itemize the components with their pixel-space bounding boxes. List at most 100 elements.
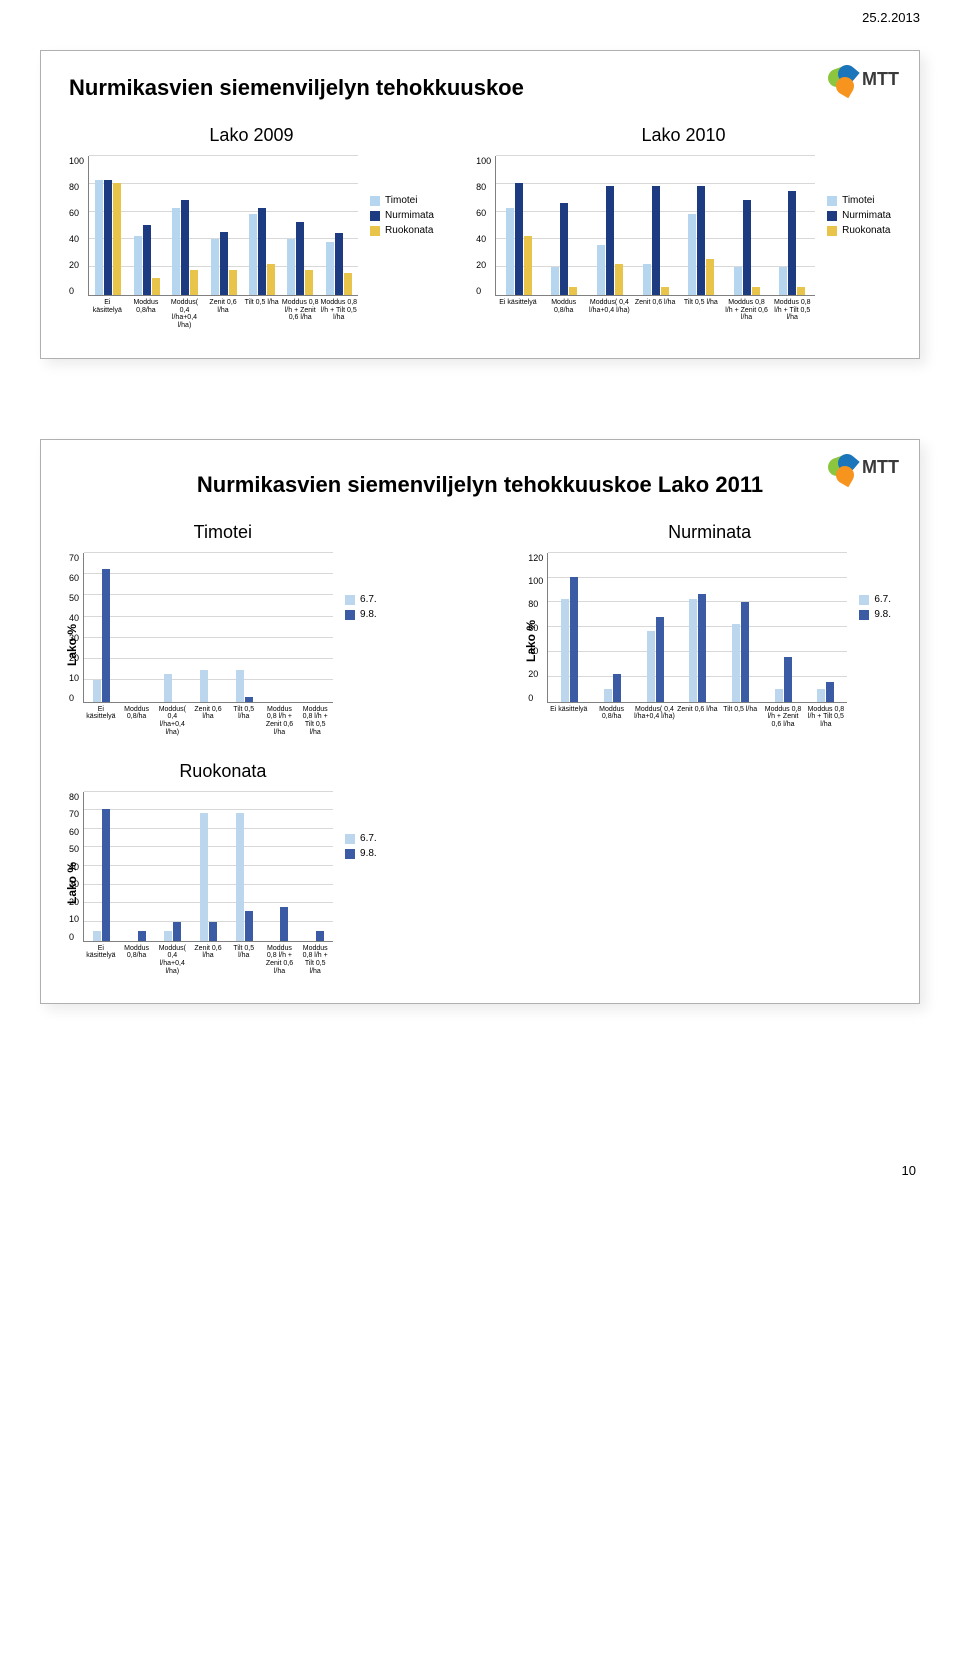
x-tick-label: Moddus 0,8 l/h + Zenit 0,6 l/ha: [262, 945, 298, 976]
legend: 6.7.9.8.: [345, 590, 377, 624]
bar-group: [805, 682, 848, 702]
legend-item: Nurmimata: [370, 210, 434, 221]
chart-block: Lako 2010020406080100Ei käsittelyäModdus…: [476, 119, 891, 330]
bar-group: [719, 602, 762, 702]
legend: TimoteiNurmimataRuokonata: [827, 191, 891, 240]
bar: [102, 809, 110, 940]
bar: [287, 239, 295, 295]
y-tick-label: 0: [528, 693, 543, 703]
legend-item: 9.8.: [859, 609, 891, 620]
bar: [113, 183, 121, 295]
bar: [734, 267, 742, 295]
page-date: 25.2.2013: [862, 10, 920, 25]
y-axis: 020406080100: [476, 156, 495, 296]
bar: [551, 267, 559, 295]
plot-area: [83, 792, 333, 942]
y-tick-label: 100: [528, 576, 543, 586]
legend-item: Ruokonata: [370, 225, 434, 236]
bar: [743, 200, 751, 295]
chart-title: Nurminata: [528, 522, 891, 543]
bar: [164, 674, 172, 702]
bar: [817, 689, 825, 702]
y-axis-label: Lako %: [65, 624, 79, 666]
logo-text: MTT: [862, 69, 899, 90]
bar: [335, 233, 343, 295]
bar: [826, 682, 834, 702]
bar: [344, 273, 352, 295]
y-tick-label: 60: [476, 208, 491, 218]
bar: [95, 180, 103, 295]
bar-group: [633, 186, 679, 295]
bar-group: [591, 674, 634, 702]
x-tick-label: Moddus 0,8 l/h + Zenit 0,6 l/ha: [281, 299, 320, 330]
bar-group: [678, 186, 724, 295]
bar-group: [496, 183, 542, 295]
y-axis-label: Lako %: [65, 862, 79, 904]
chart-title: Lako 2009: [69, 125, 434, 146]
x-tick-label: Moddus 0,8 l/h + Zenit 0,6 l/ha: [762, 706, 805, 729]
legend-label: 6.7.: [874, 594, 891, 605]
x-tick-label: Zenit 0,6 l/ha: [632, 299, 678, 322]
legend-label: 6.7.: [360, 594, 377, 605]
bar: [229, 270, 237, 295]
chart-title: Timotei: [69, 522, 377, 543]
x-tick-label: Moddus 0,8/ha: [590, 706, 633, 729]
plot-area: [547, 553, 847, 703]
legend-swatch: [827, 196, 837, 206]
y-tick-label: 80: [528, 599, 543, 609]
x-tick-label: Moddus 0,8/ha: [127, 299, 166, 330]
y-tick-label: 10: [69, 673, 79, 683]
bar-group: [191, 670, 227, 702]
y-tick-label: 40: [69, 613, 79, 623]
x-tick-label: Zenit 0,6 l/ha: [204, 299, 243, 330]
bars-area: [548, 553, 847, 702]
bars-area: [84, 553, 333, 702]
bar: [200, 670, 208, 702]
logo-swirl-icon: [828, 454, 856, 482]
bar-group: [548, 577, 591, 702]
chart-block: RuokonataLako %01020304050607080Ei käsit…: [69, 755, 377, 976]
legend-swatch: [370, 211, 380, 221]
card-lako-2011: MTT Nurmikasvien siemenviljelyn tehokkuu…: [40, 439, 920, 1005]
chart-title: Ruokonata: [69, 761, 377, 782]
bar: [652, 186, 660, 295]
bar: [656, 617, 664, 702]
bar: [788, 191, 796, 295]
chart-wrap: Lako %010203040506070Ei käsittelyäModdus…: [69, 553, 377, 737]
chart-wrap: 020406080100Ei käsittelyäModdus 0,8/haMo…: [69, 156, 434, 330]
bar: [752, 287, 760, 295]
y-tick-label: 120: [528, 553, 543, 563]
x-tick-label: Ei käsittelyä: [83, 945, 119, 976]
y-tick-label: 70: [69, 809, 79, 819]
y-tick-label: 80: [69, 182, 84, 192]
bar-group: [762, 657, 805, 702]
y-tick-label: 100: [476, 156, 491, 166]
plot-area: [83, 553, 333, 703]
bar: [249, 214, 257, 295]
y-tick-label: 50: [69, 593, 79, 603]
legend-item: 6.7.: [345, 594, 377, 605]
bar-group: [676, 594, 719, 702]
bar: [138, 931, 146, 940]
card1-title: Nurmikasvien siemenviljelyn tehokkuuskoe: [69, 75, 891, 101]
bar: [706, 259, 714, 295]
bar-group: [770, 191, 816, 295]
bar: [515, 183, 523, 295]
bar: [93, 931, 101, 940]
legend-label: Ruokonata: [385, 225, 433, 236]
page: 25.2.2013 MTT Nurmikasvien siemenviljely…: [0, 0, 960, 1204]
legend: 6.7.9.8.: [345, 829, 377, 863]
bar: [200, 813, 208, 941]
chart-title: Lako 2010: [476, 125, 891, 146]
x-axis: Ei käsittelyäModdus 0,8/haModdus( 0,4 l/…: [88, 296, 358, 330]
bar-group: [166, 200, 204, 295]
y-tick-label: 60: [69, 827, 79, 837]
legend-swatch: [345, 834, 355, 844]
bar: [296, 222, 304, 295]
mtt-logo: MTT: [828, 65, 899, 93]
legend-item: Ruokonata: [827, 225, 891, 236]
card1-charts-row: Lako 2009020406080100Ei käsittelyäModdus…: [69, 119, 891, 330]
bar: [93, 680, 101, 701]
y-tick-label: 20: [476, 260, 491, 270]
legend-item: 6.7.: [859, 594, 891, 605]
